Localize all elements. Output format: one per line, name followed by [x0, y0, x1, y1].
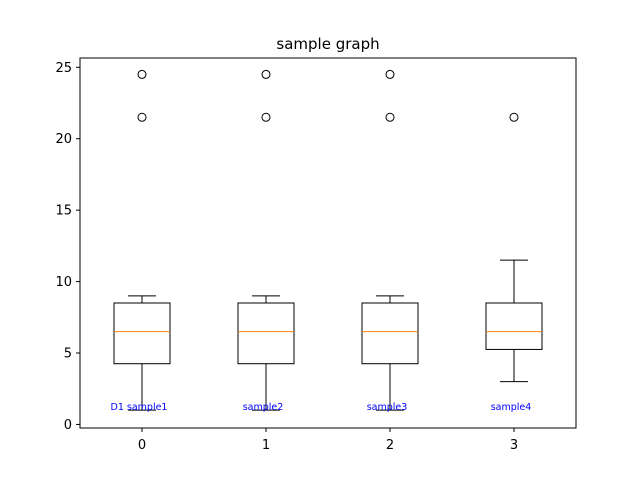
outlier-point [137, 112, 147, 122]
iqr-box [237, 302, 295, 365]
sample-annotation: sample2 [243, 402, 284, 413]
outlier-point [137, 69, 147, 79]
box-2: sample3 [361, 69, 419, 413]
plot-area: D1 sample1 sample2 sample3 sample4 [111, 69, 543, 413]
x-tick-label: 1 [262, 438, 270, 453]
y-tick-label: 0 [64, 418, 72, 433]
outlier-point [385, 69, 395, 79]
y-tick-label: 25 [55, 61, 72, 76]
chart-title: sample graph [276, 35, 379, 53]
x-tick-label: 0 [138, 438, 146, 453]
iqr-box [113, 302, 171, 365]
y-axis: 0 5 10 15 20 25 [55, 61, 80, 433]
x-tick-label: 3 [510, 438, 518, 453]
x-tick-label: 2 [386, 438, 394, 453]
outlier-point [261, 69, 271, 79]
axes-frame [79, 57, 577, 429]
iqr-box [361, 302, 419, 365]
x-axis: 0 1 2 3 [138, 428, 518, 453]
outlier-point [509, 112, 519, 122]
sample-annotation: sample3 [367, 402, 408, 413]
sample-annotation: sample4 [491, 402, 532, 413]
y-tick-label: 15 [55, 204, 72, 219]
sample-annotation: D1 sample1 [111, 402, 168, 413]
box-3: sample4 [485, 112, 543, 413]
outlier-point [385, 112, 395, 122]
iqr-box [485, 302, 543, 350]
y-tick-label: 5 [64, 347, 72, 362]
y-tick-label: 20 [55, 132, 72, 147]
box-1: sample2 [237, 69, 295, 413]
y-tick-label: 10 [55, 275, 72, 290]
outlier-point [261, 112, 271, 122]
box-0: D1 sample1 [111, 69, 171, 413]
